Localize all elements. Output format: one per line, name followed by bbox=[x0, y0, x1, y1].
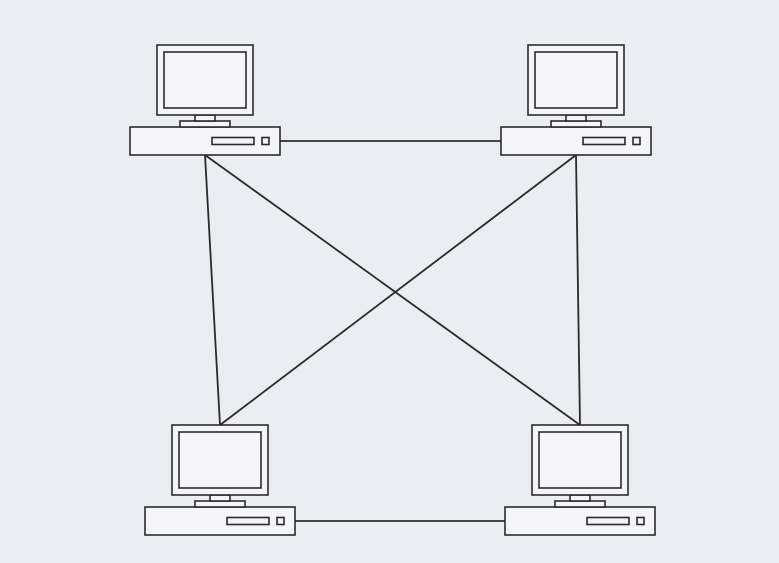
drive-slot bbox=[212, 138, 254, 145]
monitor-stand-base bbox=[195, 501, 245, 507]
monitor-stand-neck bbox=[570, 495, 590, 501]
monitor-screen bbox=[164, 52, 246, 108]
tower bbox=[130, 127, 280, 155]
monitor-screen bbox=[539, 432, 621, 488]
network-diagram bbox=[0, 0, 779, 563]
power-button bbox=[277, 518, 284, 525]
drive-slot bbox=[227, 518, 269, 525]
tower bbox=[505, 507, 655, 535]
monitor-screen bbox=[179, 432, 261, 488]
monitor-screen bbox=[535, 52, 617, 108]
power-button bbox=[262, 138, 269, 145]
monitor-stand-neck bbox=[195, 115, 215, 121]
drive-slot bbox=[583, 138, 625, 145]
power-button bbox=[633, 138, 640, 145]
monitor-stand-base bbox=[551, 121, 601, 127]
power-button bbox=[637, 518, 644, 525]
tower bbox=[501, 127, 651, 155]
monitor-stand-neck bbox=[210, 495, 230, 501]
monitor-stand-base bbox=[180, 121, 230, 127]
drive-slot bbox=[587, 518, 629, 525]
monitor-stand-neck bbox=[566, 115, 586, 121]
monitor-stand-base bbox=[555, 501, 605, 507]
tower bbox=[145, 507, 295, 535]
